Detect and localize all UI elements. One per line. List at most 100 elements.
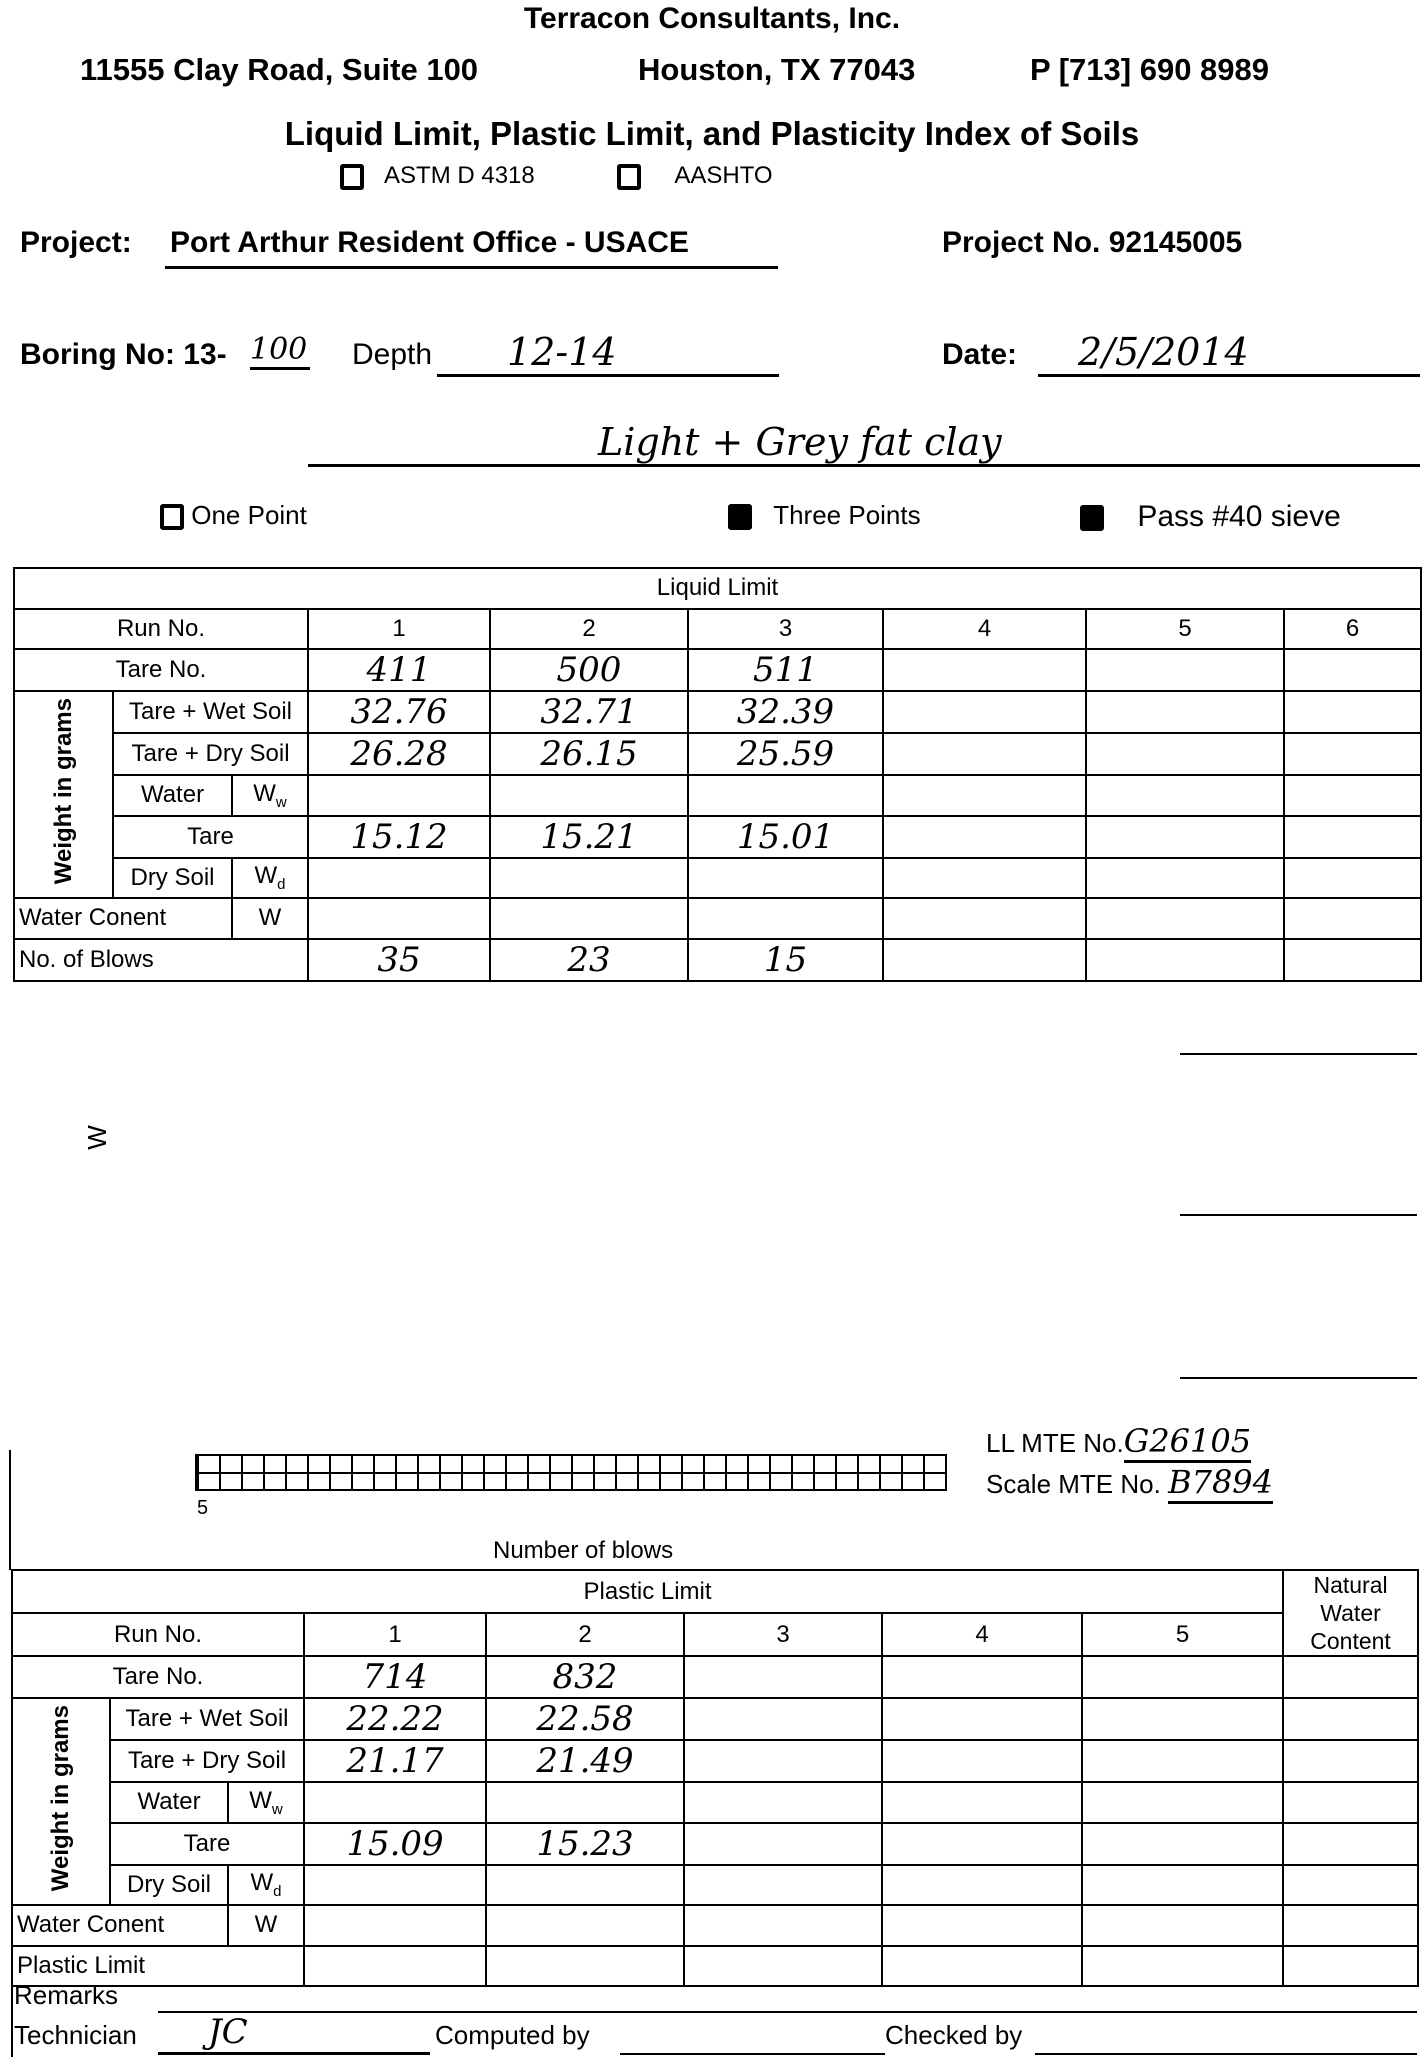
computed-by-line[interactable] [620,2053,885,2055]
table-cell [1085,774,1285,817]
ll-water-content-row: Water Conent W [13,897,1422,940]
table-cell[interactable]: 832 [485,1655,685,1699]
table-cell[interactable]: 21.49 [485,1739,685,1783]
standard-astm[interactable]: ASTM D 4318 [340,162,535,190]
option-one-point[interactable]: One Point [160,500,307,531]
checkbox[interactable] [617,163,641,190]
table-cell[interactable] [882,648,1087,692]
table-cell[interactable] [1283,648,1422,692]
checkbox-checked[interactable] [1080,505,1104,532]
table-cell[interactable]: 714 [303,1655,487,1699]
weight-group-label: Weight in grams [11,1697,111,1906]
table-cell: 1 [303,1612,487,1657]
table-cell[interactable]: 15.12 [307,814,491,859]
project-no: Project No. 92145005 [942,226,1242,260]
company-name: Terracon Consultants, Inc. [523,2,901,35]
remarks-label: Remarks [14,1980,119,2010]
table-cell [1282,1944,1420,1987]
table-cell[interactable]: 32.39 [687,690,884,734]
soil-description: Light + Grey fat clay [308,420,1420,467]
table-cell [1080,1739,1285,1783]
table-cell [307,897,491,940]
table-cell [687,897,884,940]
table-cell[interactable]: 15.23 [485,1821,685,1866]
table-cell[interactable]: 411 [307,648,491,692]
table-cell [881,1904,1083,1947]
divider [1180,1053,1417,1055]
text: Three Points [773,500,921,530]
table-cell [881,1863,1083,1906]
table-cell[interactable]: 35 [307,937,491,982]
project-label: Project: [20,226,132,259]
text: Scale MTE No. [986,1469,1161,1499]
table-cell [489,856,689,899]
table-cell[interactable]: 32.76 [307,690,491,734]
table-cell [1080,1944,1285,1987]
table-cell: Wd [227,1863,305,1906]
text: LL MTE No. [986,1428,1124,1458]
table-cell [1085,690,1285,734]
table-cell [1283,856,1422,899]
ll-tare-row: Tare 15.12 15.21 15.01 [14,814,1422,859]
text: 92145005 [1108,226,1243,259]
checked-by-line[interactable] [1035,2053,1417,2055]
table-cell[interactable]: 511 [687,648,884,692]
table-cell [1080,1821,1285,1866]
table-cell [1085,814,1285,859]
table-cell [683,1697,883,1741]
table-cell [1085,856,1285,899]
text: d [277,876,286,894]
table-cell[interactable]: 15 [687,937,884,982]
table-cell [881,1821,1083,1866]
table-cell: Water Conent [13,897,233,940]
table-cell [1283,774,1422,817]
table-cell[interactable]: 21.17 [303,1739,487,1783]
ll-dry-row: Tare + Dry Soil 26.28 26.15 25.59 [14,732,1422,776]
technician-value[interactable]: JC [158,2012,430,2055]
table-cell[interactable]: 25.59 [687,732,884,776]
table-cell [1282,1655,1420,1699]
table-cell [683,1781,883,1824]
checkbox[interactable] [340,163,364,190]
table-cell[interactable]: 15.01 [687,814,884,859]
table-cell [1283,814,1422,859]
standard-aashto[interactable]: AASHTO [617,162,773,190]
chart-x-tick: 5 [197,1497,209,1519]
table-cell [485,1904,685,1947]
table-cell [881,1944,1083,1987]
remarks-line[interactable] [158,2011,1417,2013]
table-cell[interactable]: 15.21 [489,814,689,859]
ll-title: Liquid Limit [13,567,1422,610]
checked-by-label: Checked by [885,2020,1023,2050]
table-cell [1283,690,1422,734]
table-cell[interactable]: 23 [489,937,689,982]
table-cell[interactable]: 22.22 [303,1697,487,1741]
table-cell [303,1944,487,1987]
checkbox[interactable] [160,504,184,531]
phone: P [713] 690 8989 [1030,52,1270,87]
ll-run-row: Run No. 1 2 3 4 5 6 [13,607,1422,650]
table-cell[interactable]: 500 [489,648,689,692]
option-pass-40[interactable]: Pass #40 sieve [1080,500,1341,534]
table-cell [485,1781,685,1824]
table-cell [303,1781,487,1824]
table-cell[interactable]: 32.71 [489,690,689,734]
table-cell: Tare No. [11,1655,305,1699]
table-cell[interactable]: 26.15 [489,732,689,776]
divider [1180,1214,1417,1216]
table-cell [881,1781,1083,1824]
pl-dry-row: Tare + Dry Soil 21.17 21.49 [12,1739,1420,1783]
table-cell [1283,897,1422,940]
text: Weight in grams [47,1704,74,1892]
table-cell [882,774,1087,817]
table-cell[interactable]: 26.28 [307,732,491,776]
text: AASHTO [674,162,773,189]
table-cell[interactable] [1085,648,1285,692]
table-cell[interactable]: 15.09 [303,1821,487,1866]
option-three-points[interactable]: Three Points [728,500,921,531]
table-cell [882,856,1087,899]
checkbox-checked[interactable] [728,504,752,531]
pl-dry-soil-row: Dry Soil Wd [12,1863,1420,1906]
pl-water-row: Water Ww [12,1781,1420,1824]
table-cell[interactable]: 22.58 [485,1697,685,1741]
